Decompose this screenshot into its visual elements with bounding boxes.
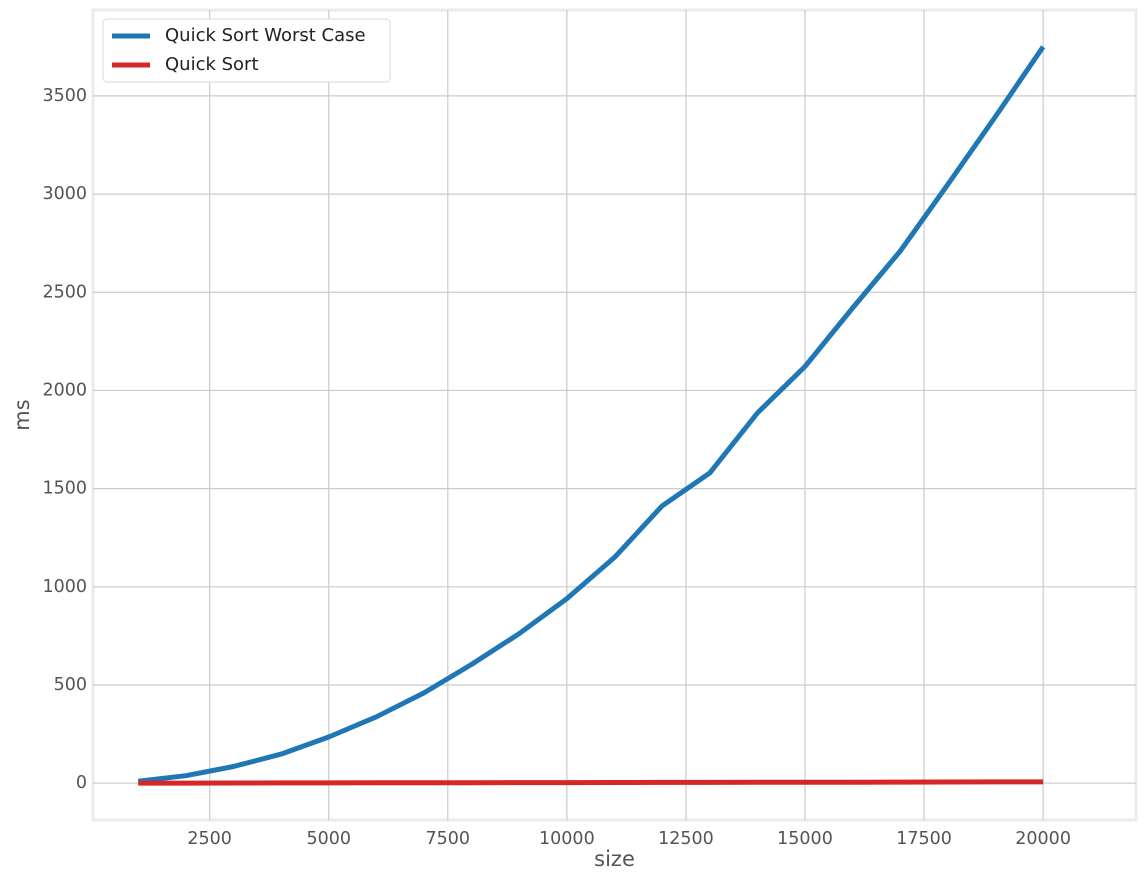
- y-tick-label: 3500: [42, 86, 87, 106]
- x-tick-label: 7500: [426, 829, 471, 849]
- plot-frame: [91, 8, 1138, 822]
- series-line-0: [137, 45, 1046, 784]
- y-tick-label: 500: [54, 675, 87, 695]
- y-tick-label: 1000: [42, 577, 87, 597]
- data-series: [137, 45, 1046, 786]
- x-tick-label: 5000: [306, 829, 351, 849]
- x-tick-label: 2500: [187, 829, 232, 849]
- legend-label-quick-sort: Quick Sort: [165, 54, 259, 75]
- x-tick-label: 15000: [777, 829, 833, 849]
- x-tick-label: 20000: [1015, 829, 1071, 849]
- x-tick-label: 12500: [658, 829, 714, 849]
- x-tick-label: 17500: [896, 829, 952, 849]
- legend: Quick Sort Worst Case Quick Sort: [102, 18, 391, 83]
- y-tick-label: 2000: [42, 380, 87, 400]
- y-tick-label: 3000: [42, 184, 87, 204]
- y-tick-label: 2500: [42, 282, 87, 302]
- x-tick-label: 10000: [539, 829, 595, 849]
- x-axis-label: size: [594, 847, 635, 871]
- legend-label-quick-sort-worst-case: Quick Sort Worst Case: [165, 25, 366, 46]
- y-tick-label: 0: [76, 773, 87, 793]
- legend-box: [102, 18, 391, 83]
- tick-labels: 2500 5000 7500 10000 12500 15000 17500 20000 0 50…: [42, 86, 1071, 849]
- series-line-1: [138, 779, 1044, 786]
- y-axis-label: ms: [10, 399, 34, 430]
- grid-lines: [93, 10, 1136, 820]
- y-tick-label: 1500: [42, 479, 87, 499]
